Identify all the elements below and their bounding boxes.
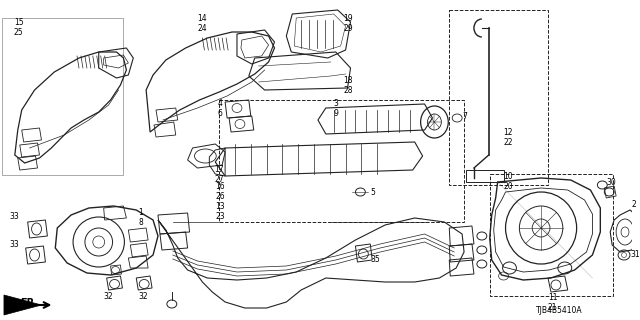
Text: 11
21: 11 21: [548, 293, 557, 312]
Text: TJB4B5410A: TJB4B5410A: [536, 306, 582, 315]
Text: 13
23: 13 23: [215, 202, 225, 221]
Text: 5: 5: [371, 188, 375, 197]
Text: 32: 32: [104, 292, 113, 301]
Text: 2: 2: [632, 200, 637, 209]
Polygon shape: [4, 295, 42, 315]
Text: 15
25: 15 25: [14, 18, 24, 37]
Text: 10
20: 10 20: [504, 172, 513, 191]
Text: 33: 33: [10, 240, 20, 249]
Text: FR.: FR.: [20, 298, 38, 308]
Text: 33: 33: [10, 212, 20, 221]
Text: 19
29: 19 29: [344, 14, 353, 33]
Text: 1
8: 1 8: [138, 208, 143, 227]
Text: 14
24: 14 24: [198, 14, 207, 33]
Text: 31: 31: [630, 250, 639, 259]
Text: 3
9: 3 9: [333, 99, 339, 118]
Text: 12
22: 12 22: [504, 128, 513, 147]
Text: 16
26: 16 26: [215, 182, 225, 201]
Text: 4
6: 4 6: [217, 99, 222, 118]
Text: 18
28: 18 28: [344, 76, 353, 95]
Text: 35: 35: [371, 255, 380, 264]
Text: 32: 32: [138, 292, 148, 301]
Text: 17
27: 17 27: [214, 165, 224, 184]
Text: 30: 30: [606, 178, 616, 187]
Text: 7: 7: [462, 112, 467, 121]
